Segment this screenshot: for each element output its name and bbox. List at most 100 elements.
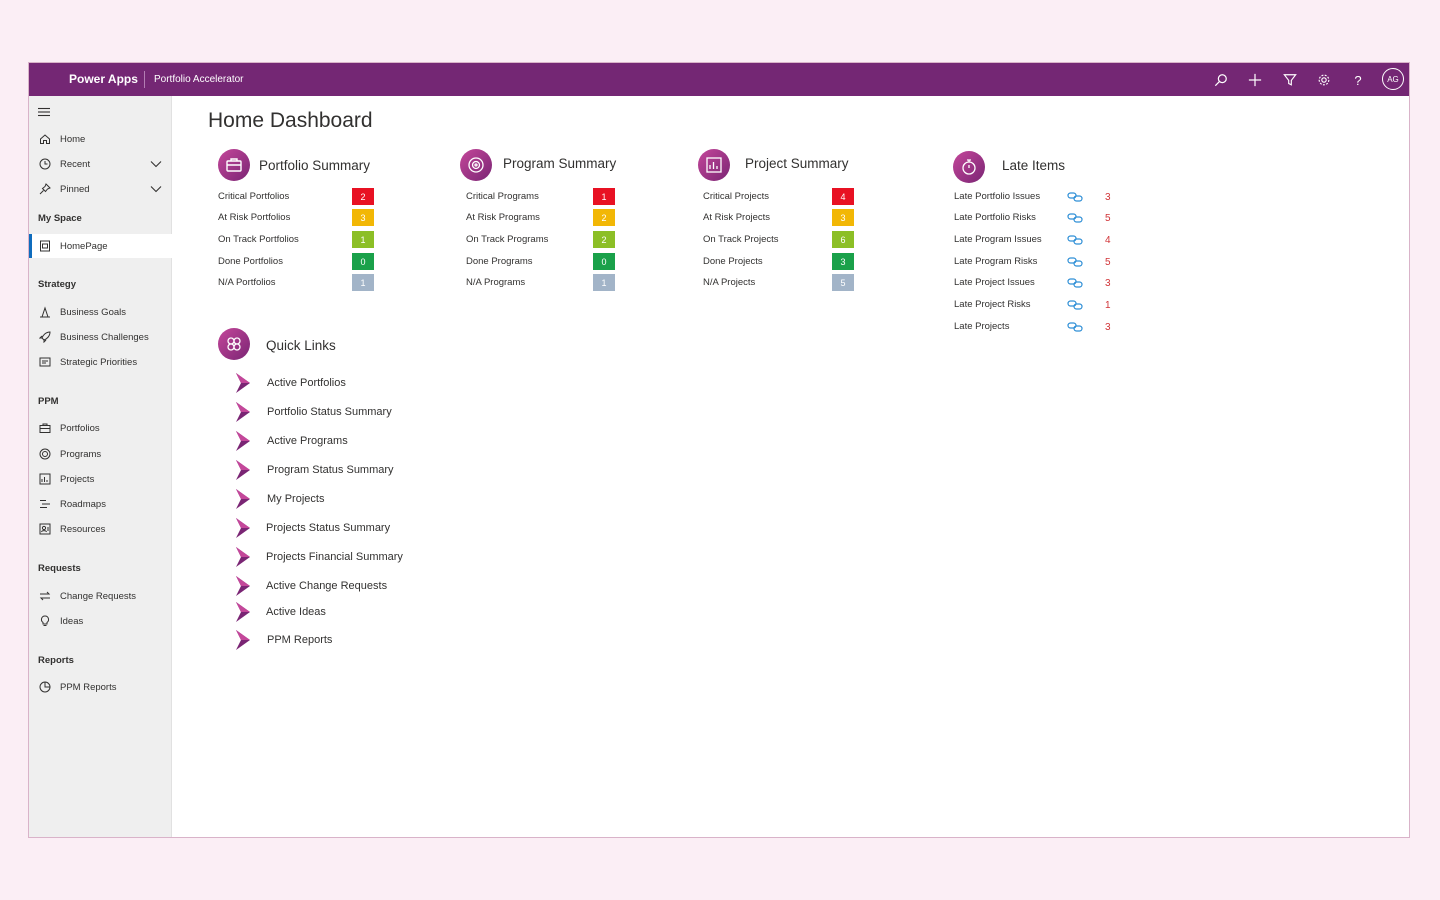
sidebar-item-roadmaps[interactable]: Roadmaps — [29, 492, 172, 516]
app-window: Power Apps Portfolio Accelerator ? AG Ho… — [28, 62, 1410, 838]
card-title: Quick Links — [266, 338, 336, 353]
top-bar: Power Apps Portfolio Accelerator ? AG — [29, 63, 1409, 96]
goals-icon — [38, 306, 51, 319]
portfolio-row-label: N/A Portfolios — [218, 277, 276, 288]
clock-icon — [38, 158, 51, 171]
chevron-right-icon — [236, 602, 250, 622]
sidebar-item-label: Programs — [60, 448, 102, 460]
status-badge[interactable]: 6 — [832, 231, 854, 248]
section-reports: Reports — [38, 655, 74, 666]
card-title: Portfolio Summary — [259, 158, 371, 173]
sidebar-item-programs[interactable]: Programs — [29, 442, 172, 466]
status-badge[interactable]: 5 — [832, 274, 854, 291]
status-badge[interactable]: 3 — [352, 209, 374, 226]
sidebar-item-label: Strategic Priorities — [60, 356, 138, 368]
quick-link[interactable]: My Projects — [267, 493, 325, 505]
sidebar-item-business-goals[interactable]: Business Goals — [29, 300, 172, 324]
section-strategy: Strategy — [38, 279, 77, 290]
avatar[interactable]: AG — [1382, 68, 1404, 90]
chevron-right-icon — [236, 547, 250, 567]
quick-link[interactable]: Active Ideas — [266, 606, 326, 618]
brand-name[interactable]: Power Apps — [69, 72, 138, 86]
search-icon[interactable] — [1211, 70, 1231, 90]
sidebar-item-business-challenges[interactable]: Business Challenges — [29, 325, 172, 349]
quick-link[interactable]: Projects Status Summary — [266, 522, 391, 534]
portfolio-row-label: At Risk Portfolios — [218, 212, 291, 223]
quick-link[interactable]: Active Programs — [267, 435, 348, 447]
status-badge[interactable]: 1 — [352, 231, 374, 248]
late-item-label: Late Project Issues — [954, 277, 1035, 288]
resources-icon — [38, 523, 51, 536]
rocket-icon — [38, 331, 51, 344]
sidebar-item-strategic-priorities[interactable]: Strategic Priorities — [29, 350, 172, 374]
late-item-label: Late Portfolio Risks — [954, 212, 1036, 223]
hamburger-icon[interactable] — [38, 106, 50, 118]
status-badge[interactable]: 1 — [593, 188, 615, 205]
status-badge[interactable]: 1 — [593, 274, 615, 291]
sidebar-item-resources[interactable]: Resources — [29, 517, 172, 541]
sidebar-item-label: Ideas — [60, 615, 84, 627]
status-badge[interactable]: 0 — [593, 253, 615, 270]
link-icon[interactable] — [1067, 277, 1083, 289]
status-badge[interactable]: 3 — [832, 253, 854, 270]
status-badge[interactable]: 2 — [593, 231, 615, 248]
briefcase-icon — [218, 149, 250, 181]
priorities-icon — [38, 356, 51, 369]
project-row-label: On Track Projects — [703, 234, 779, 245]
sidebar-item-recent[interactable]: Recent — [29, 152, 172, 176]
project-row-label: Done Projects — [703, 256, 763, 267]
sidebar-item-label: Recent — [60, 158, 91, 170]
status-badge[interactable]: 0 — [352, 253, 374, 270]
sidebar-item-ppm-reports[interactable]: PPM Reports — [29, 675, 172, 699]
status-badge[interactable]: 2 — [593, 209, 615, 226]
quick-link[interactable]: PPM Reports — [267, 634, 333, 646]
quick-link[interactable]: Program Status Summary — [267, 464, 394, 476]
sidebar-item-portfolios[interactable]: Portfolios — [29, 416, 172, 440]
sidebar-item-home[interactable]: Home — [29, 127, 172, 151]
sidebar-item-pinned[interactable]: Pinned — [29, 177, 172, 201]
header-divider — [144, 71, 145, 88]
home-icon — [38, 133, 51, 146]
sidebar-item-label: Business Goals — [60, 306, 127, 318]
link-icon[interactable] — [1067, 321, 1083, 333]
quick-link[interactable]: Projects Financial Summary — [266, 551, 403, 563]
link-icon[interactable] — [1067, 212, 1083, 224]
status-badge[interactable]: 1 — [352, 274, 374, 291]
section-requests: Requests — [38, 563, 81, 574]
sidebar-item-label: Home — [60, 133, 86, 145]
chevron-down-icon[interactable] — [150, 158, 162, 170]
link-icon[interactable] — [1067, 191, 1083, 203]
status-badge[interactable]: 4 — [832, 188, 854, 205]
dashboard-icon — [38, 240, 51, 253]
sidebar-item-ideas[interactable]: Ideas — [29, 609, 172, 633]
filter-icon[interactable] — [1280, 70, 1300, 90]
portfolio-row-label: Critical Portfolios — [218, 191, 290, 202]
quick-link[interactable]: Active Portfolios — [267, 377, 346, 389]
pin-icon — [38, 183, 51, 196]
project-icon — [38, 473, 51, 486]
sidebar-item-projects[interactable]: Projects — [29, 467, 172, 491]
lightbulb-icon — [38, 615, 51, 628]
app-name[interactable]: Portfolio Accelerator — [154, 74, 244, 85]
quick-link[interactable]: Active Change Requests — [266, 580, 388, 592]
add-icon[interactable] — [1245, 70, 1265, 90]
chevron-right-icon — [236, 576, 250, 596]
link-icon[interactable] — [1067, 299, 1083, 311]
settings-icon[interactable] — [1314, 70, 1334, 90]
status-badge[interactable]: 2 — [352, 188, 374, 205]
link-icon[interactable] — [1067, 256, 1083, 268]
status-badge[interactable]: 3 — [832, 209, 854, 226]
roadmap-icon — [38, 498, 51, 511]
sidebar-item-change-requests[interactable]: Change Requests — [29, 584, 172, 608]
quick-link[interactable]: Portfolio Status Summary — [267, 406, 392, 418]
late-count: 3 — [1105, 192, 1111, 203]
sidebar-item-label: Change Requests — [60, 590, 137, 602]
sidebar-item-homepage[interactable]: HomePage — [29, 234, 172, 258]
program-row-label: N/A Programs — [466, 277, 526, 288]
portfolio-row-label: Done Portfolios — [218, 256, 283, 267]
help-icon[interactable]: ? — [1354, 72, 1362, 88]
stopwatch-icon — [953, 151, 985, 183]
section-ppm: PPM — [38, 396, 59, 407]
chevron-down-icon[interactable] — [150, 183, 162, 195]
link-icon[interactable] — [1067, 234, 1083, 246]
